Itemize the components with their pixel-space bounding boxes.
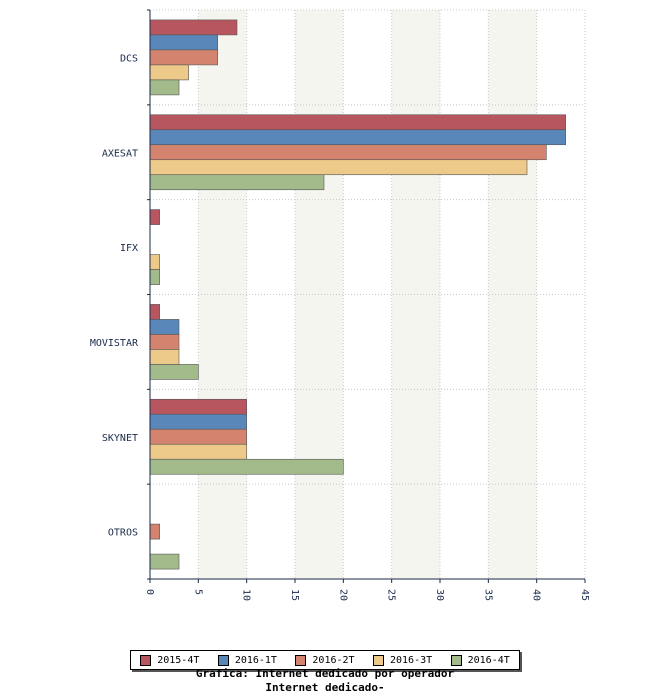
legend-item: 2016-1T [217,654,277,666]
x-tick-label: 40 [531,589,542,601]
x-tick-label: 0 [144,589,155,595]
legend-label: 2015-4T [157,654,200,666]
chart-title: Grafica: Internet dedicado por operador [195,667,455,680]
legend-swatch [295,654,307,666]
legend-item: 2016-3T [373,654,433,666]
legend-swatch [373,654,384,666]
chart-legend: 2015-4T 2016-1T 2016-2T 2016-3T 2016-4T [130,650,520,670]
legend-swatch [450,654,462,666]
bar-movistar-2016-3t [149,349,180,365]
x-tick-label: 5 [192,589,203,595]
x-tick-label: 30 [434,589,445,601]
bar-skynet-2015-4t [149,398,247,415]
bar-dcs-2016-4t [149,79,180,96]
bar-axesat-2016-4t [149,174,325,191]
chart-subtitle: Internet dedicado- [265,681,385,694]
category-label: OTROS [108,528,138,539]
bar-skynet-2016-3t [149,443,247,460]
x-tick-label: 45 [579,589,590,601]
bar-movistar-2016-2t [149,334,180,350]
x-tick-label: 15 [289,589,300,601]
bar-otros-2016-4t [149,553,180,570]
bar-dcs-2016-1t [149,34,218,51]
x-tick-label: 35 [482,589,493,601]
x-tick-label: 20 [337,589,348,601]
x-tick-label: 25 [386,589,397,601]
bar-ifx-2016-4t [149,269,160,285]
bar-ifx-2016-3t [149,254,160,270]
bar-skynet-2016-4t [149,458,344,475]
bar-skynet-2016-2t [149,428,247,445]
legend-swatch [217,654,229,666]
legend-swatch [140,654,152,666]
legend-item: 2016-2T [295,654,355,666]
bar-chart: DCS AXESAT IFX MOVISTAR SKYNET OTROS 0 5 10 15 20 2… [90,9,590,601]
bar-ifx-2015-4t [149,209,160,225]
legend-item: 2015-4T [140,654,200,666]
bar-axesat-2016-2t [149,144,547,161]
bar-movistar-2015-4t [149,304,160,320]
bar-axesat-2015-4t [149,114,566,131]
category-label: MOVISTAR [90,338,139,349]
category-label: AXESAT [102,148,138,159]
legend-item: 2016-4T [450,654,510,666]
bar-movistar-2016-4t [149,364,199,380]
legend-label: 2016-2T [312,654,355,666]
bar-movistar-2016-1t [149,319,180,335]
bar-skynet-2016-1t [149,413,247,430]
bar-dcs-2016-2t [149,49,218,66]
legend-label: 2016-1T [234,654,277,666]
bar-otros-2016-2t [149,523,160,540]
legend-label: 2016-4T [467,654,510,666]
category-label: SKYNET [102,433,138,444]
x-tick-label: 10 [241,589,252,601]
bar-axesat-2016-1t [149,129,566,146]
category-label: DCS [120,53,138,64]
category-label: IFX [120,243,138,254]
bar-dcs-2015-4t [149,19,238,36]
bar-axesat-2016-3t [149,159,528,176]
legend-label: 2016-3T [390,654,433,666]
bar-dcs-2016-3t [149,64,189,81]
